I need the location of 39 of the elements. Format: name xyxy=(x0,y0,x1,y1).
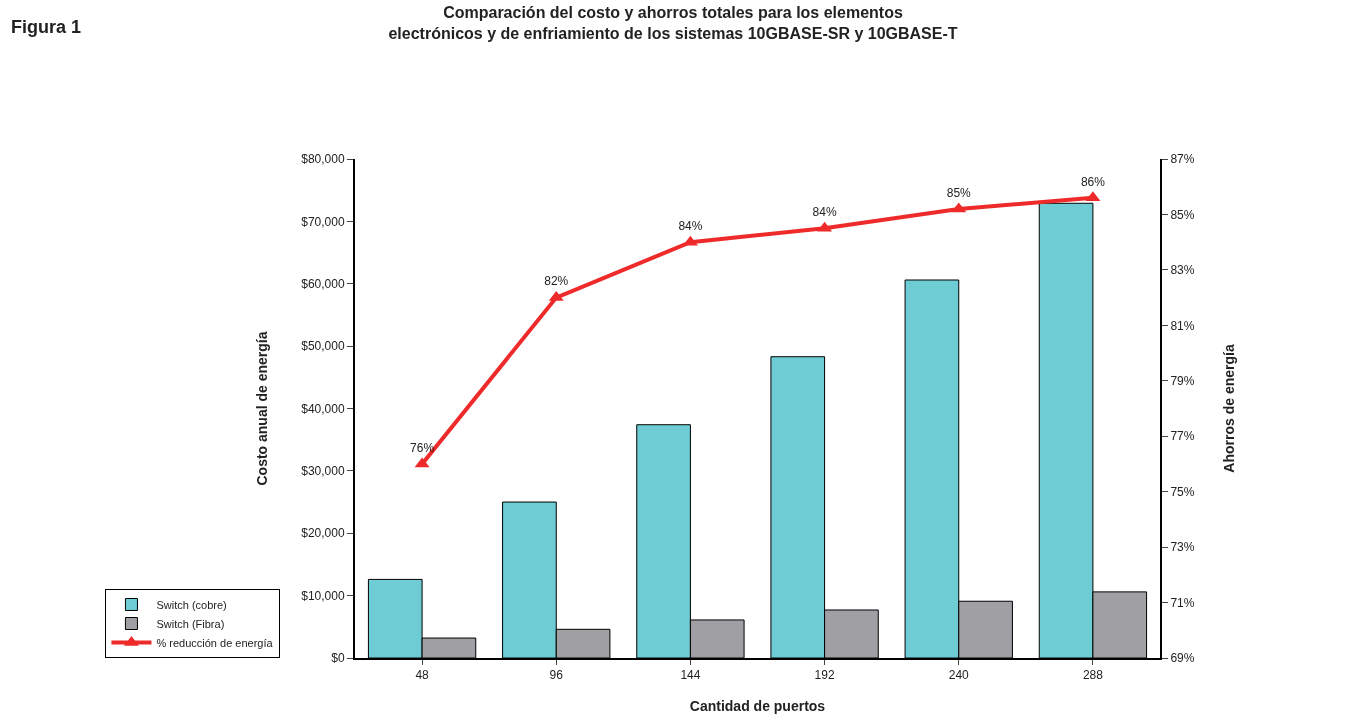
y2-tick-label: 69% xyxy=(1170,651,1195,666)
y2-tick-label: 81% xyxy=(1170,318,1195,333)
data-label: 86% xyxy=(1080,174,1106,189)
x-tick-label: 48 xyxy=(415,668,430,683)
y2-tick-label: 73% xyxy=(1170,540,1195,555)
legend-label: % reducción de energía xyxy=(156,636,274,649)
y-tick-label: $30,000 xyxy=(301,464,345,479)
text: Figura 1 xyxy=(11,17,82,37)
y-tick-label: $40,000 xyxy=(301,401,345,416)
data-label: 82% xyxy=(544,274,569,289)
x-axis-title: Cantidad de puertos xyxy=(689,698,826,715)
y-tick-label: $0 xyxy=(331,651,345,666)
y-tick-label: $20,000 xyxy=(301,526,345,541)
data-label: 76% xyxy=(410,440,435,455)
y2-tick-label: 85% xyxy=(1170,207,1195,222)
data-label: 85% xyxy=(946,185,972,200)
x-tick-label: 96 xyxy=(549,668,564,683)
y2-tick-label: 83% xyxy=(1170,263,1195,278)
y2-tick-label: 77% xyxy=(1170,429,1195,444)
legend-label: Switch (cobre) xyxy=(156,598,227,611)
y-axis-title: Costo anual de energía xyxy=(254,331,271,486)
y-tick-label: $60,000 xyxy=(301,276,345,291)
x-tick-label: 288 xyxy=(1082,668,1104,683)
data-label: 84% xyxy=(678,219,703,234)
y2-tick-label: 79% xyxy=(1170,373,1195,388)
y-tick-label: $80,000 xyxy=(301,152,345,167)
y-tick-label: $70,000 xyxy=(301,214,345,229)
x-tick-label: 240 xyxy=(948,668,970,683)
y2-axis-title: Ahorros de energía xyxy=(1220,344,1237,473)
x-tick-label: 192 xyxy=(814,668,835,683)
legend-label: Switch (Fibra) xyxy=(156,617,225,630)
chart-title: Comparación del costo y ahorros totales para los elementos electrónicos y de enfriamiento de los sistemas 10GBASE-SR y 10GBASE-T xyxy=(388,4,958,42)
y-tick-label: $10,000 xyxy=(301,588,345,603)
y2-tick-label: 87% xyxy=(1170,152,1195,167)
y2-tick-label: 75% xyxy=(1170,484,1195,499)
y-tick-label: $50,000 xyxy=(301,339,345,354)
data-label: 84% xyxy=(812,205,837,220)
x-tick-label: 144 xyxy=(680,668,701,683)
y2-tick-label: 71% xyxy=(1170,595,1195,610)
